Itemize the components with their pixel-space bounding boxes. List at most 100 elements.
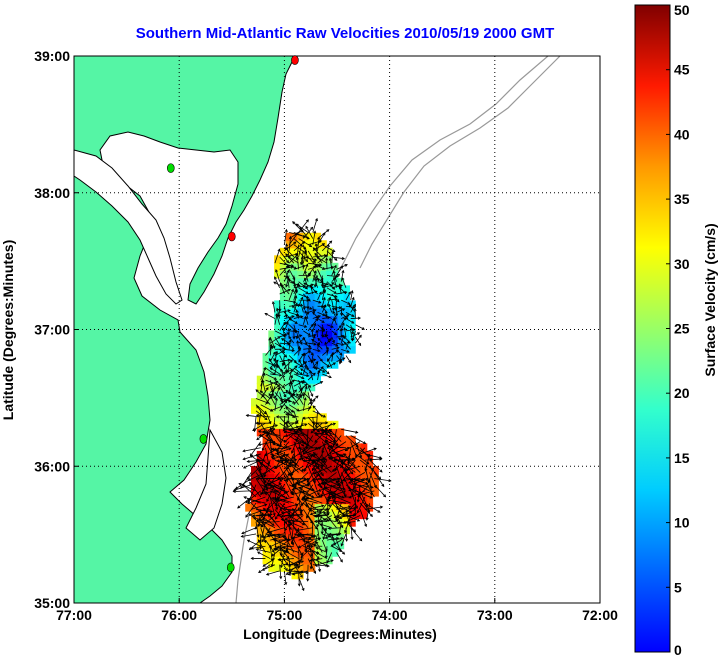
heat-cell: [337, 435, 345, 444]
velocity-vector-head: [317, 341, 321, 345]
velocity-vector-head: [369, 513, 373, 518]
velocity-vector: [307, 552, 318, 567]
velocity-vector: [297, 552, 304, 569]
velocity-vector: [331, 441, 347, 452]
velocity-vector: [303, 227, 313, 239]
velocity-vector-head: [255, 413, 260, 418]
velocity-vector: [293, 244, 307, 254]
velocity-vector: [307, 324, 314, 332]
velocity-vector: [312, 247, 323, 258]
velocity-vector-head: [264, 503, 268, 507]
heat-cell: [314, 285, 322, 294]
heat-cell: [320, 292, 327, 302]
velocity-vector: [290, 502, 299, 519]
velocity-vector: [331, 330, 337, 336]
velocity-vector: [345, 324, 354, 331]
velocity-vector: [325, 342, 328, 350]
velocity-vector-head: [291, 492, 295, 496]
velocity-vector: [284, 348, 295, 352]
velocity-vector-head: [338, 548, 342, 552]
heat-cell: [332, 518, 339, 527]
velocity-vector-head: [266, 498, 270, 503]
velocity-vector: [326, 362, 336, 369]
velocity-vector-head: [295, 533, 300, 537]
velocity-vector: [296, 244, 299, 260]
velocity-vector-head: [291, 288, 294, 292]
velocity-vector-head: [291, 536, 295, 540]
heat-cell: [274, 465, 281, 475]
heat-cell: [279, 435, 287, 444]
heat-cell: [343, 330, 350, 339]
velocity-vector-head: [258, 570, 262, 574]
velocity-vector-head: [330, 559, 334, 563]
heat-cell: [326, 307, 333, 317]
velocity-vector-head: [316, 524, 320, 528]
heat-cell: [320, 247, 327, 256]
heat-cell: [308, 315, 316, 324]
velocity-vector: [274, 276, 281, 288]
velocity-vector: [331, 256, 345, 260]
velocity-vector-head: [377, 509, 381, 513]
velocity-vector-head: [297, 565, 301, 570]
velocity-vector-head: [312, 451, 317, 456]
velocity-vector-head: [291, 491, 295, 495]
velocity-vector-head: [342, 551, 346, 555]
velocity-vector: [292, 484, 309, 491]
velocity-vector-head: [313, 471, 317, 475]
velocity-vector: [345, 441, 361, 452]
velocity-vector-head: [294, 365, 298, 369]
heat-cell: [250, 405, 258, 414]
heat-cell: [285, 270, 293, 279]
velocity-vector-head: [351, 331, 355, 335]
velocity-vector: [345, 312, 355, 317]
heat-cell: [355, 458, 362, 467]
heat-cell: [297, 277, 304, 286]
heat-cell: [274, 307, 281, 317]
velocity-vector-head: [367, 479, 371, 484]
velocity-vector: [317, 423, 336, 430]
velocity-vector: [297, 483, 313, 492]
velocity-vector: [322, 373, 332, 378]
heat-cell: [262, 360, 269, 369]
velocity-vector-head: [292, 221, 296, 225]
velocity-vector: [307, 392, 312, 405]
heat-cell: [303, 503, 310, 512]
velocity-vector: [279, 503, 298, 510]
heat-cell: [274, 488, 281, 497]
velocity-vector-head: [302, 416, 306, 420]
heat-cell: [320, 307, 327, 317]
velocity-vector-head: [268, 392, 272, 397]
velocity-vector-head: [336, 299, 340, 303]
velocity-vector-head: [259, 390, 263, 394]
heat-cell: [268, 450, 275, 459]
velocity-vector-head: [321, 504, 325, 508]
velocity-vector-head: [337, 479, 341, 483]
velocity-vector-head: [264, 417, 268, 421]
velocity-vector-head: [328, 532, 332, 536]
velocity-vector-head: [270, 455, 274, 460]
velocity-vector: [359, 502, 373, 517]
velocity-vector-head: [336, 521, 341, 525]
velocity-vector: [339, 283, 342, 295]
velocity-vector: [311, 355, 314, 363]
velocity-vector: [298, 281, 308, 290]
velocity-vector: [336, 502, 352, 514]
heat-cell: [297, 495, 304, 505]
velocity-vector-head: [324, 439, 329, 443]
velocity-vector: [298, 219, 309, 233]
velocity-vector-head: [320, 284, 324, 288]
velocity-vector-head: [340, 461, 345, 465]
y-tick-label: 38:00: [34, 185, 70, 201]
pamlico-sound: [185, 428, 227, 541]
velocity-vector-head: [324, 333, 328, 338]
velocity-vector-head: [320, 481, 324, 485]
velocity-vector-head: [306, 236, 310, 240]
heat-cell: [285, 473, 293, 482]
velocity-vector-head: [323, 482, 327, 485]
velocity-vector-head: [266, 530, 271, 534]
heat-cell: [262, 420, 269, 429]
heat-cell: [256, 450, 264, 459]
velocity-vector-head: [320, 531, 324, 535]
velocity-vector-head: [260, 535, 264, 539]
